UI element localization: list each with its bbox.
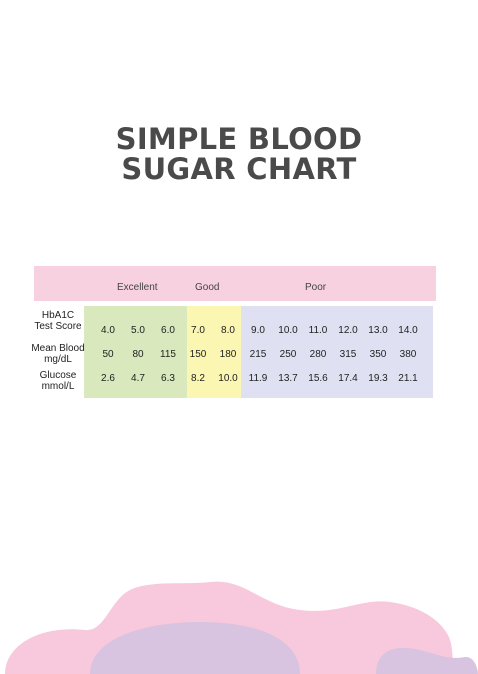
row-label-glucose: Glucose mmol/L xyxy=(23,370,93,392)
table-cell: 380 xyxy=(399,349,417,360)
table-cell: 14.0 xyxy=(398,325,418,336)
row-label-line: Mean Blood xyxy=(31,343,85,354)
table-cell: 11.0 xyxy=(308,325,328,336)
table-cell: 6.0 xyxy=(161,325,175,336)
chart-header-band xyxy=(34,266,436,301)
table-cell: 8.0 xyxy=(221,325,235,336)
title-line-2: SUGAR CHART xyxy=(121,152,357,186)
table-cell: 5.0 xyxy=(131,325,145,336)
category-poor: Poor xyxy=(305,282,327,293)
poor-zone xyxy=(241,306,433,398)
purple-blob xyxy=(90,622,300,674)
table-cell: 12.0 xyxy=(338,325,358,336)
table-cell: 2.6 xyxy=(101,373,115,384)
table-cell: 8.2 xyxy=(191,373,205,384)
page-title: SIMPLE BLOOD SUGAR CHART xyxy=(0,124,478,184)
table-cell: 13.7 xyxy=(278,373,298,384)
good-zone xyxy=(187,306,241,398)
table-cell: 19.3 xyxy=(368,373,388,384)
table-cell: 80 xyxy=(132,349,144,360)
table-cell: 17.4 xyxy=(338,373,358,384)
excellent-zone xyxy=(84,306,187,398)
table-cell: 315 xyxy=(339,349,357,360)
row-label-line: Test Score xyxy=(34,321,82,332)
table-cell: 215 xyxy=(249,349,267,360)
row-label-line: mmol/L xyxy=(41,381,75,392)
table-cell: 250 xyxy=(279,349,297,360)
table-cell: 15.6 xyxy=(308,373,328,384)
row-label-line: mg/dL xyxy=(44,354,72,365)
purple-blob-right xyxy=(376,647,478,674)
table-cell: 13.0 xyxy=(368,325,388,336)
table-cell: 11.9 xyxy=(248,373,268,384)
table-cell: 10.0 xyxy=(278,325,298,336)
table-cell: 21.1 xyxy=(398,373,418,384)
row-label-line: Glucose xyxy=(39,370,77,381)
table-cell: 150 xyxy=(189,349,207,360)
title-line-1: SIMPLE BLOOD xyxy=(115,122,363,156)
table-cell: 180 xyxy=(219,349,237,360)
table-cell: 115 xyxy=(160,349,176,360)
category-good: Good xyxy=(195,282,220,293)
row-label-mean-blood: Mean Blood mg/dL xyxy=(23,343,93,365)
row-label-hba1c: HbA1C Test Score xyxy=(23,310,93,332)
row-label-line: HbA1C xyxy=(41,310,75,321)
table-cell: 6.3 xyxy=(161,373,175,384)
table-cell: 7.0 xyxy=(191,325,205,336)
table-cell: 50 xyxy=(102,349,114,360)
table-cell: 280 xyxy=(309,349,327,360)
table-cell: 4.7 xyxy=(131,373,145,384)
table-cell: 10.0 xyxy=(218,373,238,384)
category-excellent: Excellent xyxy=(117,282,158,293)
table-cell: 4.0 xyxy=(101,325,115,336)
decorative-blobs xyxy=(5,581,478,674)
table-cell: 9.0 xyxy=(251,325,265,336)
table-cell: 350 xyxy=(369,349,387,360)
